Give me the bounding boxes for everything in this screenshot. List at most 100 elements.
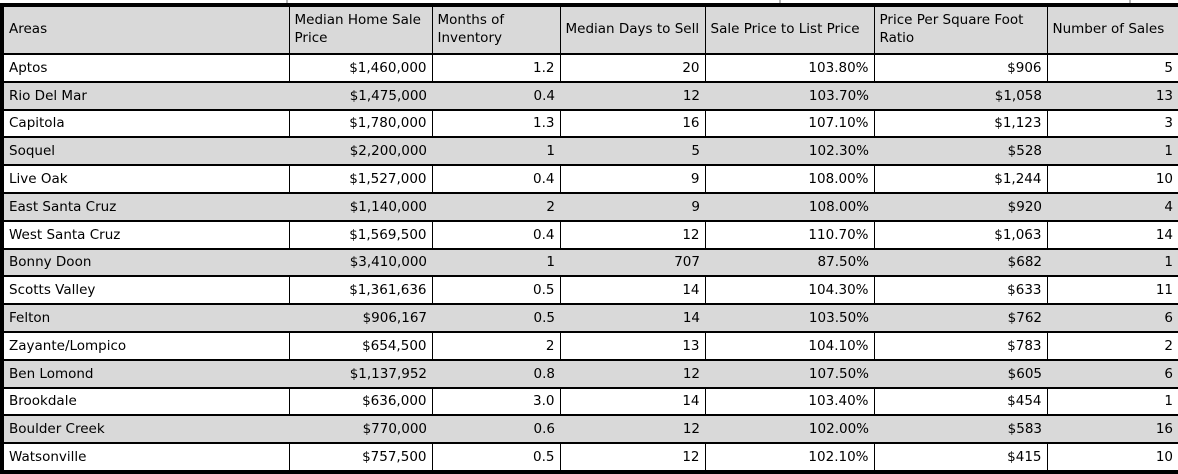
table-cell[interactable]: $415 — [874, 443, 1048, 472]
table-cell[interactable]: $1,137,952 — [289, 359, 432, 389]
table-cell[interactable]: 108.00% — [705, 165, 875, 194]
table-cell[interactable]: $528 — [874, 137, 1047, 167]
area-name-cell[interactable]: Brookdale — [2, 387, 290, 417]
table-cell[interactable]: 6 — [1047, 304, 1178, 333]
table-cell[interactable]: 12 — [560, 220, 706, 250]
table-cell[interactable]: 10 — [1047, 165, 1178, 194]
column-header-median-home-sale-price[interactable]: Median Home Sale Price — [289, 5, 433, 55]
table-cell[interactable]: 2 — [432, 192, 560, 222]
table-cell[interactable]: $1,475,000 — [289, 81, 432, 111]
column-header-areas[interactable]: Areas — [2, 5, 290, 55]
column-header-number-of-sales[interactable]: Number of Sales — [1047, 5, 1178, 55]
table-cell[interactable]: $454 — [874, 387, 1048, 417]
area-name-cell[interactable]: Felton — [2, 304, 289, 333]
table-cell[interactable]: 0.4 — [432, 81, 560, 111]
table-cell[interactable]: $1,244 — [874, 165, 1048, 194]
table-cell[interactable]: 0.6 — [432, 415, 560, 445]
table-cell[interactable]: 0.4 — [432, 165, 561, 194]
table-cell[interactable]: 16 — [1047, 415, 1178, 445]
table-cell[interactable]: $1,123 — [874, 109, 1048, 139]
table-cell[interactable]: 107.50% — [705, 359, 874, 389]
area-name-cell[interactable]: Bonny Doon — [2, 248, 289, 278]
table-cell[interactable]: $2,200,000 — [289, 137, 432, 167]
table-cell[interactable]: $783 — [874, 331, 1048, 361]
column-header-median-days-to-sell[interactable]: Median Days to Sell — [560, 5, 706, 55]
table-cell[interactable]: 1 — [1047, 387, 1178, 417]
area-name-cell[interactable]: East Santa Cruz — [2, 192, 289, 222]
table-cell[interactable]: $633 — [874, 276, 1048, 306]
table-cell[interactable]: $920 — [874, 192, 1047, 222]
table-cell[interactable]: $1,527,000 — [289, 165, 433, 194]
table-cell[interactable]: 2 — [432, 331, 561, 361]
table-cell[interactable]: 12 — [560, 81, 705, 111]
table-cell[interactable]: $1,460,000 — [289, 54, 433, 83]
table-cell[interactable]: 1 — [432, 137, 560, 167]
table-cell[interactable]: $1,361,636 — [289, 276, 433, 306]
table-cell[interactable]: 5 — [1047, 54, 1178, 83]
table-cell[interactable]: $906 — [874, 54, 1048, 83]
area-name-cell[interactable]: Boulder Creek — [2, 415, 289, 445]
table-cell[interactable]: $1,058 — [874, 81, 1047, 111]
table-cell[interactable]: 12 — [560, 359, 705, 389]
table-cell[interactable]: 108.00% — [705, 192, 874, 222]
table-cell[interactable]: $1,140,000 — [289, 192, 432, 222]
table-cell[interactable]: 1.3 — [432, 109, 561, 139]
table-cell[interactable]: $770,000 — [289, 415, 432, 445]
table-cell[interactable]: 0.5 — [432, 304, 560, 333]
table-cell[interactable]: 0.4 — [432, 220, 561, 250]
table-cell[interactable]: 14 — [560, 276, 706, 306]
table-cell[interactable]: 11 — [1047, 276, 1178, 306]
table-cell[interactable]: 87.50% — [705, 248, 874, 278]
area-name-cell[interactable]: Soquel — [2, 137, 289, 167]
table-cell[interactable]: 102.30% — [705, 137, 874, 167]
area-name-cell[interactable]: Capitola — [2, 109, 290, 139]
column-header-months-of-inventory[interactable]: Months of Inventory — [432, 5, 561, 55]
table-cell[interactable]: 6 — [1047, 359, 1178, 389]
table-cell[interactable]: 107.10% — [705, 109, 875, 139]
table-cell[interactable]: 102.10% — [705, 443, 875, 472]
table-cell[interactable]: 14 — [560, 304, 705, 333]
table-cell[interactable]: 0.5 — [432, 443, 561, 472]
table-cell[interactable]: 110.70% — [705, 220, 875, 250]
table-cell[interactable]: $906,167 — [289, 304, 432, 333]
table-cell[interactable]: 16 — [560, 109, 706, 139]
table-cell[interactable]: 103.40% — [705, 387, 875, 417]
table-cell[interactable]: $605 — [874, 359, 1047, 389]
table-cell[interactable]: 12 — [560, 415, 705, 445]
table-cell[interactable]: $1,063 — [874, 220, 1048, 250]
area-name-cell[interactable]: Rio Del Mar — [2, 81, 289, 111]
table-cell[interactable]: 9 — [560, 192, 705, 222]
table-cell[interactable]: $636,000 — [289, 387, 433, 417]
area-name-cell[interactable]: Live Oak — [2, 165, 290, 194]
area-name-cell[interactable]: Scotts Valley — [2, 276, 290, 306]
table-cell[interactable]: 20 — [560, 54, 706, 83]
table-cell[interactable]: 3.0 — [432, 387, 561, 417]
table-cell[interactable]: 1 — [1047, 248, 1178, 278]
table-cell[interactable]: 14 — [1047, 220, 1178, 250]
table-cell[interactable]: 707 — [560, 248, 705, 278]
table-cell[interactable]: 3 — [1047, 109, 1178, 139]
table-cell[interactable]: 104.30% — [705, 276, 875, 306]
table-cell[interactable]: 5 — [560, 137, 705, 167]
column-header-sale-price-to-list-price[interactable]: Sale Price to List Price — [705, 5, 875, 55]
table-cell[interactable]: 1 — [1047, 137, 1178, 167]
table-cell[interactable]: 103.50% — [705, 304, 874, 333]
table-cell[interactable]: 10 — [1047, 443, 1178, 472]
table-cell[interactable]: $654,500 — [289, 331, 433, 361]
table-cell[interactable]: 13 — [1047, 81, 1178, 111]
table-cell[interactable]: $682 — [874, 248, 1047, 278]
table-cell[interactable]: 1 — [432, 248, 560, 278]
table-cell[interactable]: $1,569,500 — [289, 220, 433, 250]
column-header-price-per-square-foot-ratio[interactable]: Price Per Square Foot Ratio — [874, 5, 1048, 55]
table-cell[interactable]: 0.8 — [432, 359, 560, 389]
table-cell[interactable]: 104.10% — [705, 331, 875, 361]
table-cell[interactable]: $1,780,000 — [289, 109, 433, 139]
table-cell[interactable]: 103.80% — [705, 54, 875, 83]
table-cell[interactable]: 0.5 — [432, 276, 561, 306]
table-cell[interactable]: 14 — [560, 387, 706, 417]
table-cell[interactable]: $3,410,000 — [289, 248, 432, 278]
table-cell[interactable]: 9 — [560, 165, 706, 194]
area-name-cell[interactable]: Watsonville — [2, 443, 290, 472]
table-cell[interactable]: $583 — [874, 415, 1047, 445]
table-cell[interactable]: 102.00% — [705, 415, 874, 445]
